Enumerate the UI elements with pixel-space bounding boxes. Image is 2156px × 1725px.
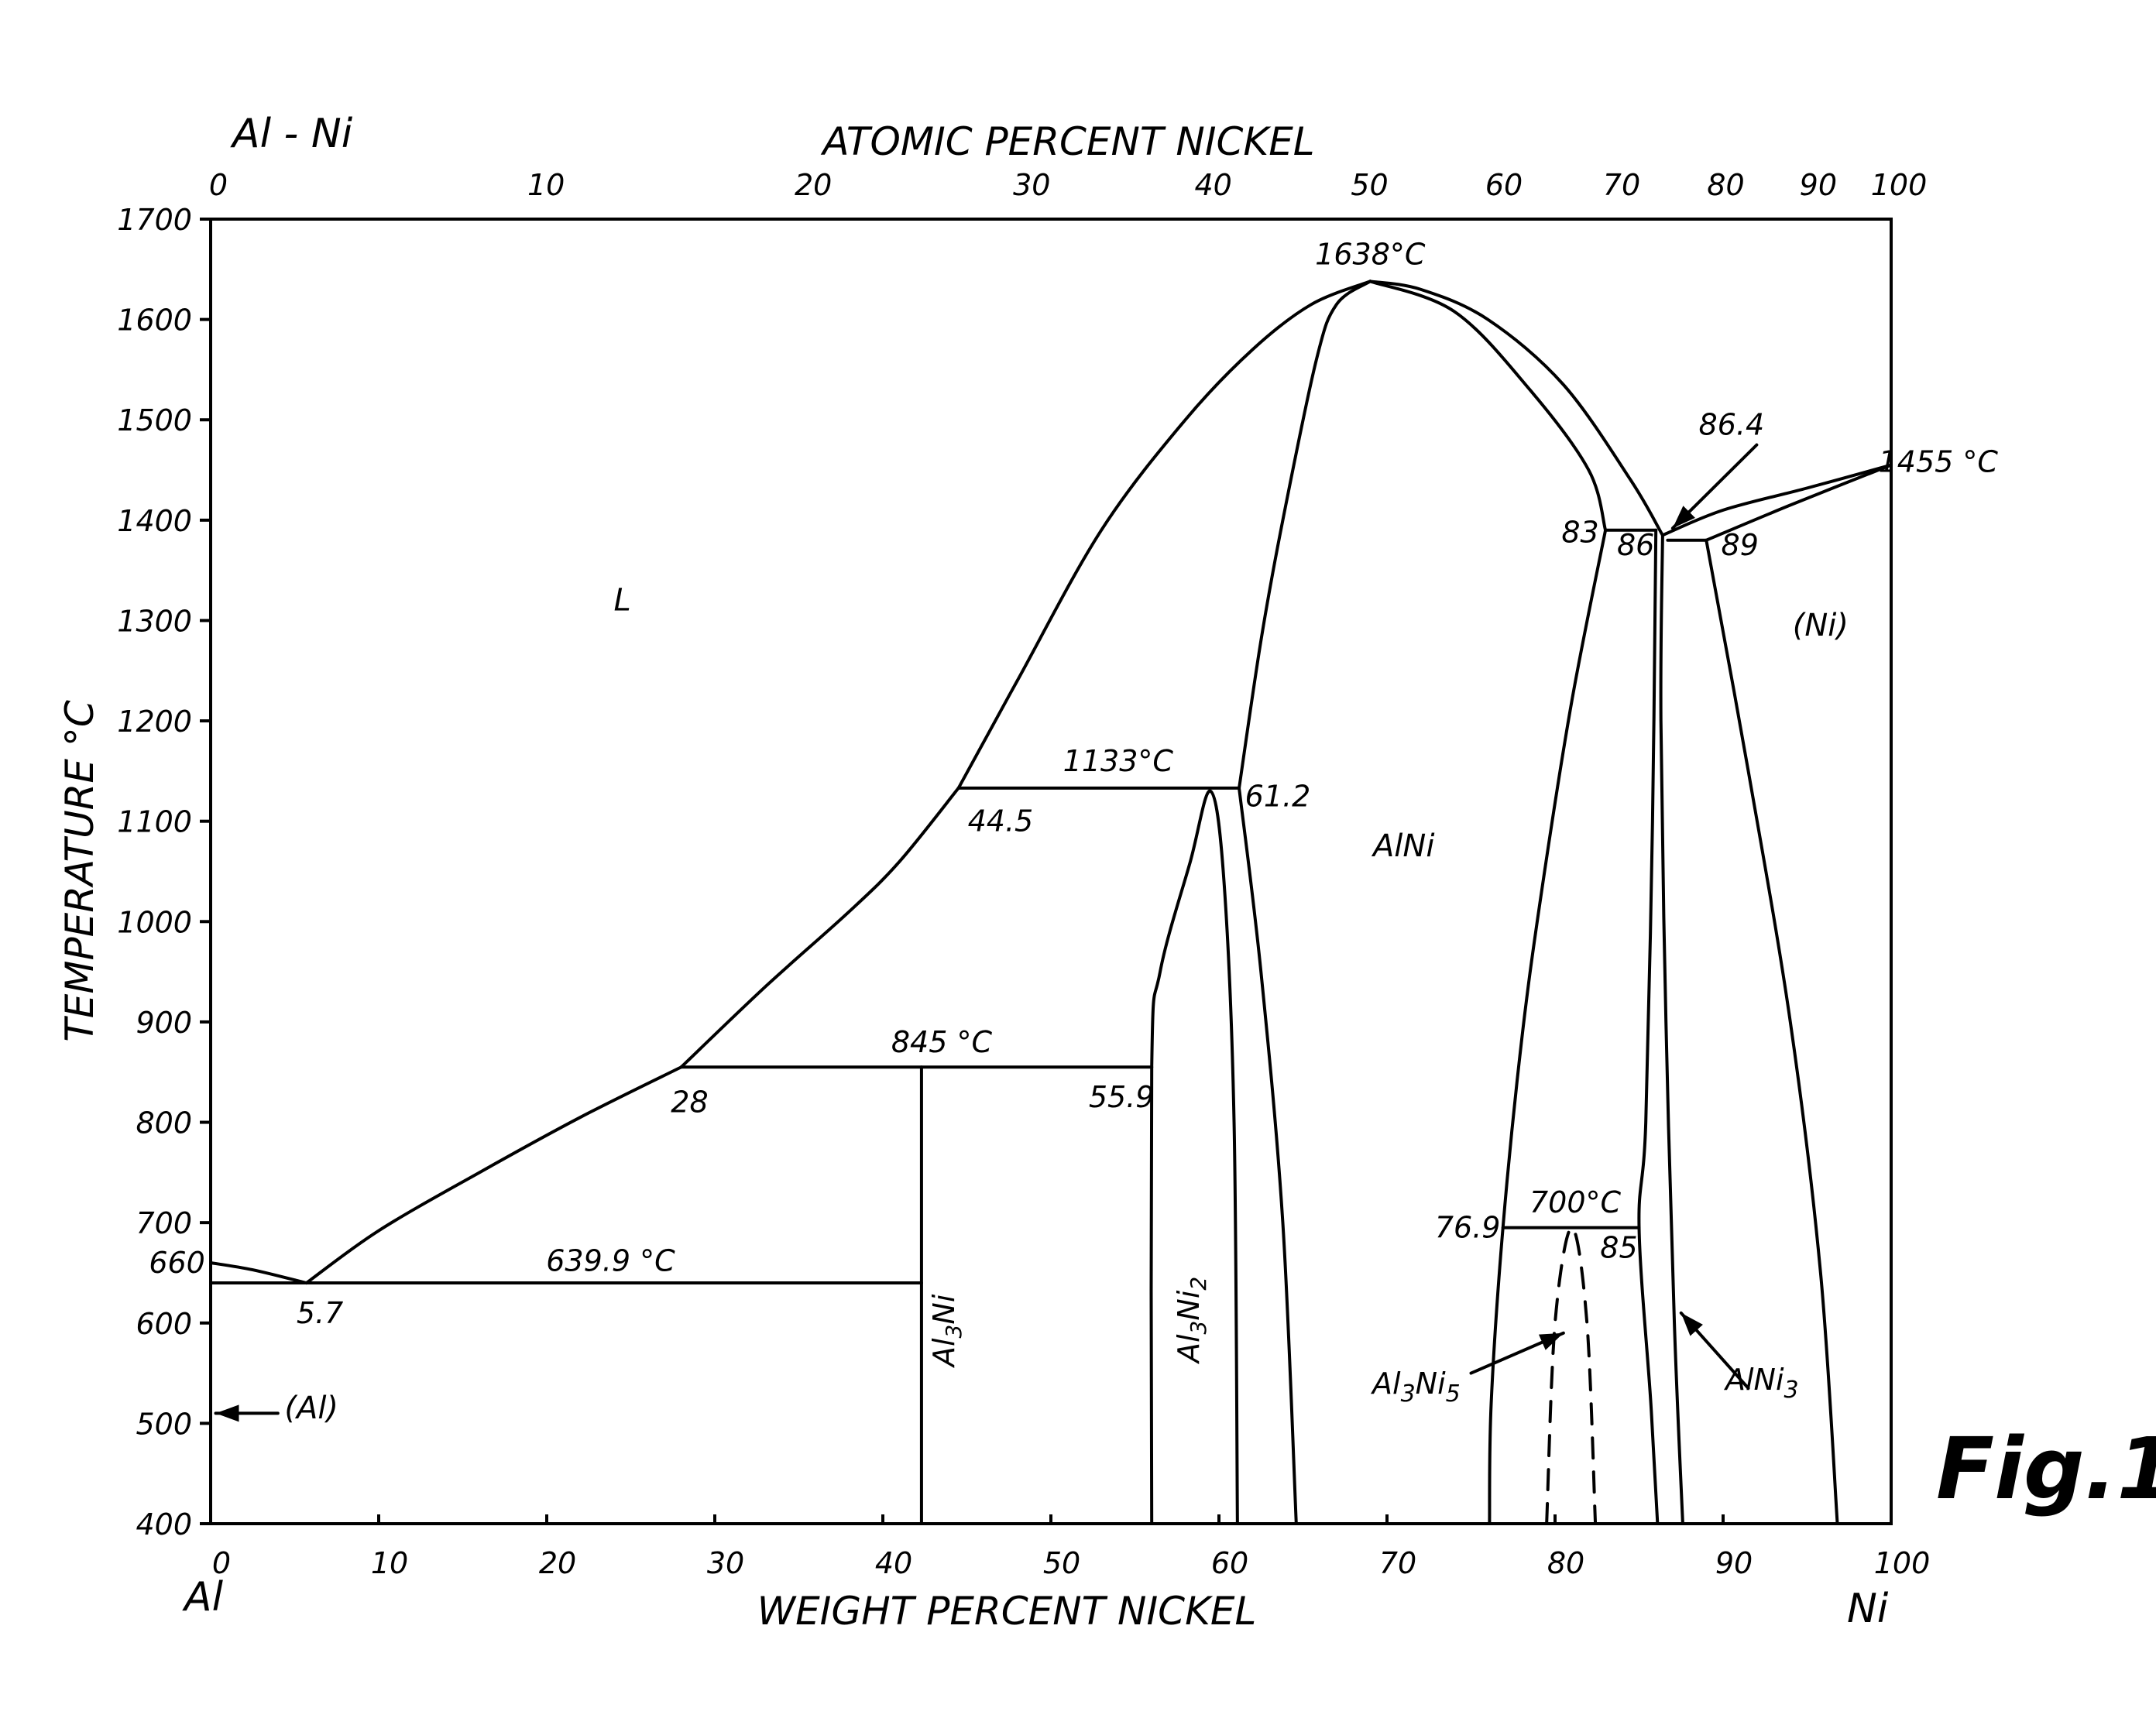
x-tick-label: 10 [371, 1546, 408, 1580]
pointer-arrow [214, 1404, 280, 1422]
phase-boundaries [209, 279, 1893, 1525]
x-tick-label: 100 [1874, 1546, 1931, 1580]
phase-boundary-line [1705, 463, 1893, 542]
phase-boundary-line [1659, 533, 1684, 1525]
phase-label-al3ni5: Al3Ni5 [1370, 1367, 1461, 1408]
phase-boundary-line [1149, 789, 1239, 1525]
phase-boundary-line [1238, 786, 1298, 1525]
x-tick-label: 20 [539, 1546, 576, 1580]
phase-boundary-line [1238, 279, 1372, 790]
x-axis-title: WEIGHT PERCENT NICKEL [757, 1589, 1257, 1634]
phase-boundary-line [956, 279, 1372, 790]
region-label: AlNi [1371, 828, 1435, 864]
right-element-label: Ni [1847, 1586, 1889, 1632]
y-axis-title: TEMPERATURE °C [57, 700, 102, 1042]
atomic-tick-label: 100 [1871, 168, 1928, 202]
phase-label-alni3: AlNi3 [1723, 1363, 1799, 1404]
x-tick-label: 90 [1715, 1546, 1753, 1580]
arrow-head [1672, 506, 1695, 529]
phase-boundary-line [679, 786, 960, 1069]
region-label: L [614, 583, 631, 619]
plot-frame [209, 218, 1893, 1525]
figure-label: Fig.1 [1936, 1419, 2156, 1518]
value-annotation: 55.9 [1089, 1080, 1155, 1114]
y-tick-label: 1200 [117, 705, 192, 739]
x-tick-label: 50 [1043, 1546, 1080, 1580]
pointer-arrow [1670, 443, 1759, 530]
atomic-tick-label: 70 [1603, 168, 1640, 202]
region-label: (Al) [284, 1391, 338, 1426]
phase-boundary-line [1705, 538, 1839, 1525]
pointer-arrow [1469, 1331, 1565, 1375]
value-annotation: 86.4 [1699, 408, 1765, 442]
chart-labels: 1638°C 86.4 1455 °C 83 86 89 1133°C 61.2 44.5 845… [149, 237, 1998, 1426]
value-annotation: 5.7 [297, 1296, 343, 1330]
x-tick-label: 30 [707, 1546, 744, 1580]
phase-label-al3ni: Al3Ni [927, 1294, 966, 1369]
x-tick-label: 80 [1547, 1546, 1584, 1580]
value-annotation: 1133°C [1063, 744, 1174, 778]
atomic-tick-label: 60 [1485, 168, 1523, 202]
value-annotation: 44.5 [968, 804, 1034, 838]
top-axis-title: ATOMIC PERCENT NICKEL [820, 119, 1314, 164]
y-tick-label: 900 [136, 1006, 192, 1040]
al3ni5-dashed-boundary [1545, 1226, 1598, 1525]
value-annotation: 1455 °C [1879, 445, 1999, 479]
phase-boundary-line [1368, 279, 1664, 537]
region-label: (Ni) [1793, 608, 1849, 643]
chart-title: Al - Ni [230, 111, 353, 157]
atomic-tick-label: 90 [1800, 168, 1837, 202]
phase-boundary-line [1637, 528, 1660, 1525]
value-annotation: 660 [149, 1246, 205, 1280]
phase-boundary-line [1368, 279, 1608, 532]
axis-ticks: 0 10 20 30 40 50 60 70 80 90 100170016001500140013… [117, 168, 1930, 1580]
value-annotation: 700°C [1529, 1185, 1622, 1219]
atomic-tick-label: 0 [209, 168, 228, 202]
phase-boundary-line [209, 1261, 308, 1285]
arrow-head [215, 1404, 239, 1422]
value-annotation: 28 [671, 1085, 708, 1120]
value-annotation: 86 [1617, 528, 1654, 562]
value-annotation: 1638°C [1315, 237, 1426, 271]
y-tick-label: 1700 [117, 203, 192, 237]
x-tick-label: 60 [1211, 1546, 1248, 1580]
atomic-tick-label: 10 [527, 168, 565, 202]
y-tick-label: 800 [136, 1106, 192, 1140]
y-tick-label: 1300 [117, 604, 192, 638]
atomic-tick-label: 40 [1194, 168, 1231, 202]
value-annotation: 85 [1600, 1231, 1637, 1265]
pointer-arrow [1679, 1311, 1750, 1391]
phase-boundary-line [1488, 528, 1608, 1525]
y-tick-label: 500 [136, 1407, 192, 1441]
y-tick-label: 1500 [117, 403, 192, 437]
x-tick-label: 40 [875, 1546, 912, 1580]
atomic-tick-label: 20 [795, 168, 832, 202]
value-annotation: 61.2 [1245, 779, 1311, 813]
arrow-head [1681, 1312, 1703, 1336]
value-annotation: 845 °C [891, 1025, 993, 1059]
phase-boundary-line [1660, 463, 1893, 537]
left-element-label: Al [182, 1574, 224, 1620]
y-tick-label: 600 [136, 1307, 192, 1341]
phase-label-al3ni2: Al3Ni2 [1172, 1277, 1211, 1365]
atomic-tick-label: 50 [1351, 168, 1388, 202]
value-annotation: 639.9 °C [546, 1243, 675, 1277]
y-tick-label: 1000 [117, 905, 192, 939]
y-tick-label: 1400 [117, 504, 192, 538]
y-tick-label: 700 [136, 1206, 192, 1240]
y-tick-label: 1600 [117, 304, 192, 338]
y-tick-label: 1100 [117, 805, 192, 839]
atomic-tick-label: 30 [1013, 168, 1050, 202]
value-annotation: 76.9 [1435, 1211, 1501, 1245]
value-annotation: 89 [1722, 528, 1759, 562]
y-tick-label: 400 [136, 1507, 192, 1542]
x-tick-label: 0 [212, 1546, 231, 1580]
atomic-tick-label: 80 [1707, 168, 1744, 202]
x-tick-label: 70 [1379, 1546, 1416, 1580]
arrow-head [1538, 1332, 1564, 1350]
value-annotation: 83 [1561, 515, 1598, 549]
phase-boundary-line [304, 1065, 683, 1285]
